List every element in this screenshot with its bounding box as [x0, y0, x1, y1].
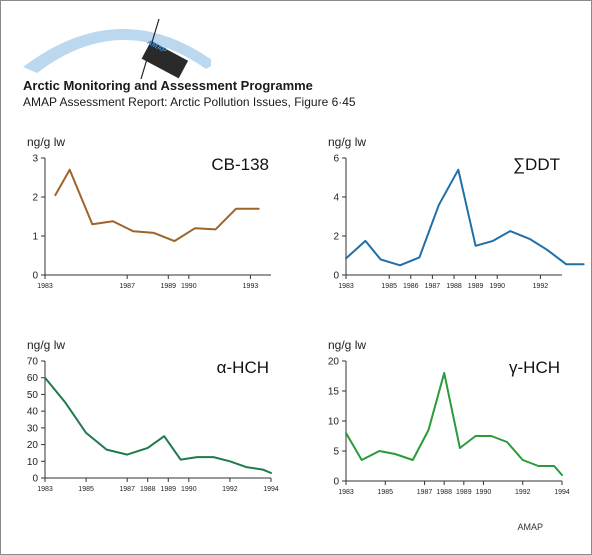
x-tick-label: 1992 [515, 489, 531, 496]
x-tick-label: 1992 [533, 283, 549, 290]
header-subtitle: AMAP Assessment Report: Arctic Pollution… [23, 95, 356, 109]
series-line-1 [345, 372, 563, 476]
x-tick-label: 1987 [119, 486, 135, 493]
chart-title: γ-HCH [509, 358, 560, 377]
chart-title: CB-138 [211, 155, 269, 174]
x-tick-label: 1990 [181, 486, 197, 493]
series-line-1 [44, 376, 272, 474]
x-tick-label: 1990 [489, 283, 505, 290]
y-tick-label: 60 [27, 373, 39, 384]
x-tick-label: 1983 [37, 486, 53, 493]
series-line-1 [54, 168, 260, 243]
y-tick-label: 40 [27, 407, 39, 418]
x-tick-label: 1987 [425, 283, 441, 290]
y-tick-label: 4 [333, 193, 339, 204]
chart-3: ng/g lw 0 10 20 30 40 50 60 70 1983 1985 1987 1988 19… [27, 338, 279, 493]
y-unit-label: ng/g lw [27, 135, 65, 149]
x-tick-label: 1983 [338, 489, 354, 496]
x-tick-label: 1990 [181, 283, 197, 290]
y-tick-label: 10 [27, 457, 39, 468]
x-tick-label: 1985 [377, 489, 393, 496]
x-tick-label: 1983 [37, 283, 53, 290]
y-unit-label: ng/g lw [27, 338, 65, 352]
amap-logo [23, 18, 211, 80]
y-tick-label: 0 [333, 271, 339, 282]
credit-label: AMAP [517, 522, 543, 532]
y-tick-label: 1 [32, 232, 38, 243]
y-tick-label: 20 [27, 440, 39, 451]
chart-2: ng/g lw 0 2 4 6 1983 1985 1986 1987 1988 1989 1990 1… [328, 135, 585, 290]
x-tick-label: 1989 [160, 486, 176, 493]
x-tick-label: 1992 [222, 486, 238, 493]
chart-title: α-HCH [217, 358, 269, 377]
x-tick-label: 1994 [263, 486, 279, 493]
y-tick-label: 0 [333, 477, 339, 488]
logo-arc [23, 29, 211, 73]
y-tick-label: 10 [328, 417, 340, 428]
y-tick-label: 5 [333, 447, 339, 458]
x-tick-label: 1989 [160, 283, 176, 290]
y-tick-label: 6 [333, 154, 339, 165]
y-unit-label: ng/g lw [328, 135, 366, 149]
chart-4: ng/g lw 0 5 10 15 20 1983 1985 1987 1988 1989 1990 1… [328, 338, 570, 496]
x-tick-label: 1986 [403, 283, 419, 290]
x-tick-label: 1985 [381, 283, 397, 290]
series-line-1 [345, 168, 585, 267]
x-tick-label: 1988 [446, 283, 462, 290]
x-tick-label: 1989 [468, 283, 484, 290]
x-tick-label: 1983 [338, 283, 354, 290]
x-tick-label: 1990 [476, 489, 492, 496]
y-tick-label: 15 [328, 387, 340, 398]
y-tick-label: 50 [27, 390, 39, 401]
y-tick-label: 20 [328, 357, 340, 368]
x-tick-label: 1988 [140, 486, 156, 493]
y-tick-label: 0 [32, 271, 38, 282]
y-tick-label: 0 [32, 474, 38, 485]
x-tick-label: 1987 [417, 489, 433, 496]
header-title: Arctic Monitoring and Assessment Program… [23, 78, 313, 93]
x-tick-label: 1994 [554, 489, 570, 496]
x-tick-label: 1989 [456, 489, 472, 496]
y-tick-label: 3 [32, 154, 38, 165]
y-tick-label: 2 [333, 232, 339, 243]
x-tick-label: 1988 [436, 489, 452, 496]
y-unit-label: ng/g lw [328, 338, 366, 352]
y-tick-label: 30 [27, 423, 39, 434]
y-tick-label: 70 [27, 357, 39, 368]
chart-1: ng/g lw 0 1 2 3 1983 1987 1989 1990 1993 CB-138 [27, 135, 271, 290]
y-tick-label: 2 [32, 193, 38, 204]
logo-banner [141, 40, 189, 79]
x-tick-label: 1985 [78, 486, 94, 493]
x-tick-label: 1993 [243, 283, 259, 290]
x-tick-label: 1987 [119, 283, 135, 290]
chart-title: ∑DDT [513, 155, 560, 174]
